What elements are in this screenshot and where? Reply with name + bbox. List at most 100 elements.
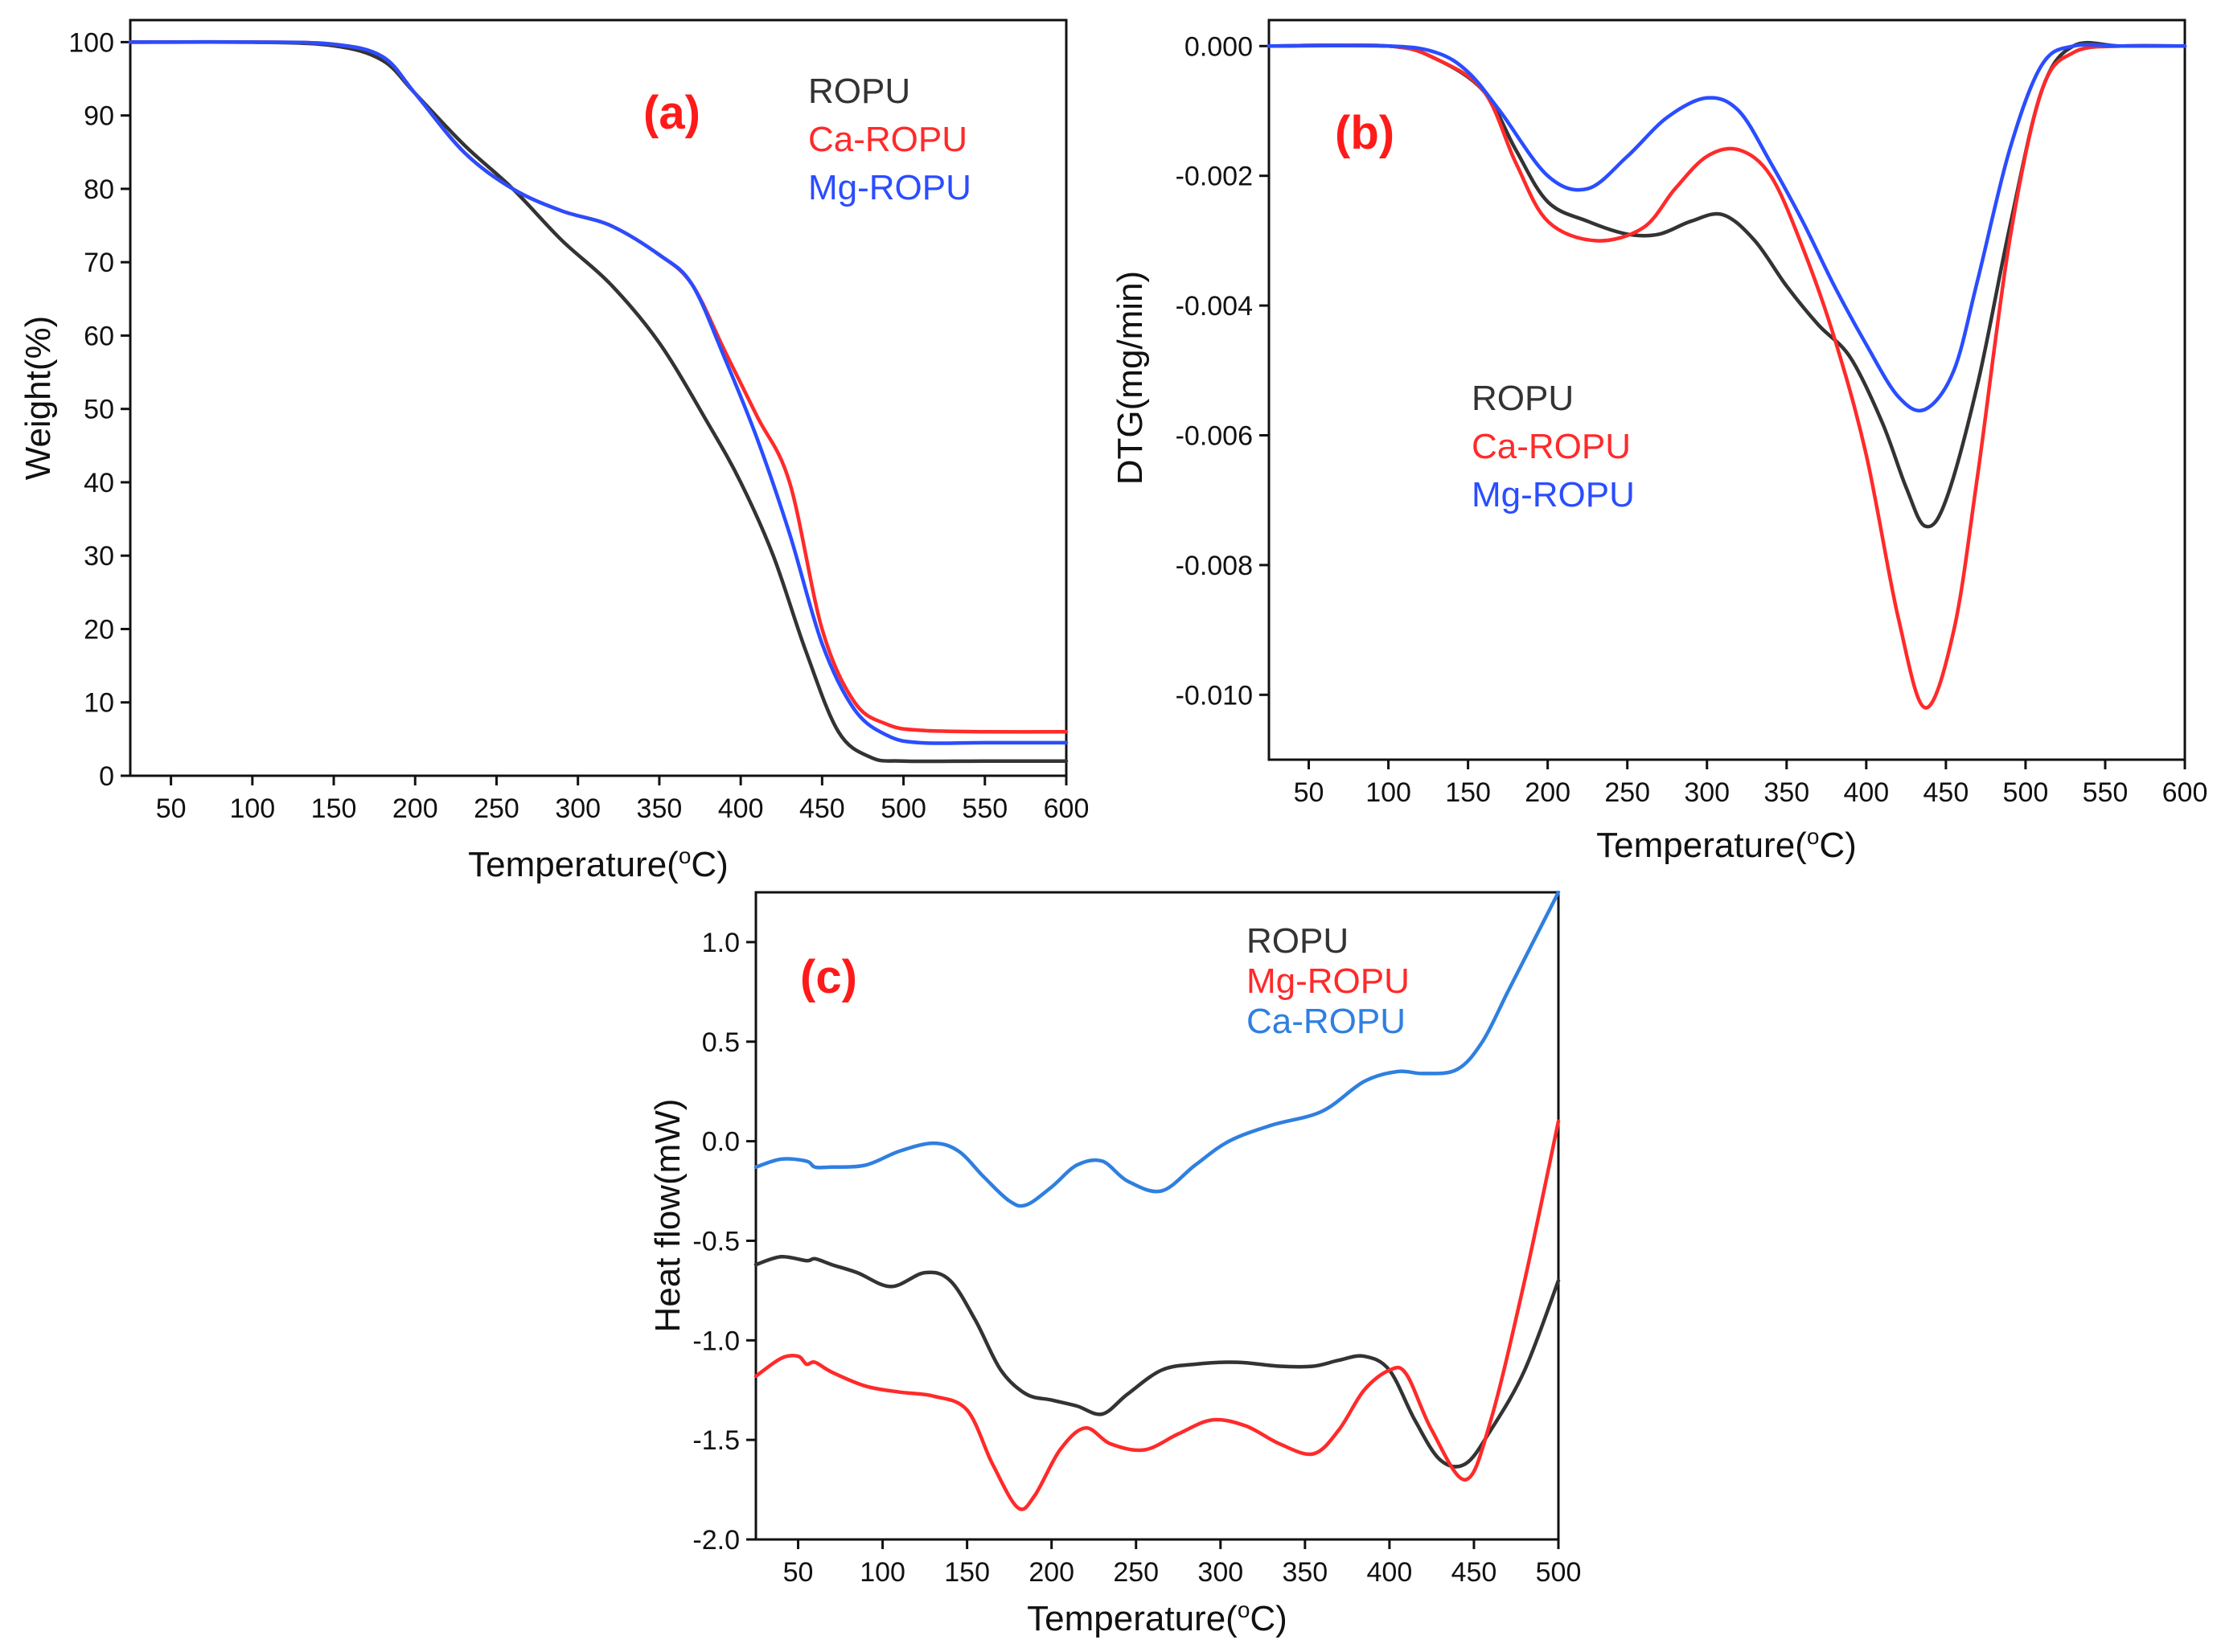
y-tick-label-b-2: -0.004 (1176, 291, 1253, 322)
plot-frame-b (1267, 18, 2186, 761)
x-tick-label-c-400: 400 (1367, 1557, 1413, 1588)
x-tick-label-a-350: 350 (637, 793, 683, 824)
x-tick-label-c-150: 150 (944, 1557, 990, 1588)
series-line-mg-ropu-b (1267, 43, 2187, 413)
legend-entry-ropu-a: ROPU (808, 72, 910, 111)
series-b (1267, 40, 2187, 710)
x-axis-label-a-degree: o (679, 843, 692, 868)
y-tick-label-b-0: 0.000 (1184, 31, 1253, 62)
x-tick-label-a-400: 400 (718, 793, 764, 824)
y-tick-label-c-5: -1.5 (692, 1425, 740, 1456)
plot-frame-a (129, 18, 1068, 777)
panel-label-c: (c) (800, 951, 857, 1003)
y-tick-label-c-4: -1.0 (692, 1326, 740, 1356)
x-tick-label-c-200: 200 (1028, 1557, 1074, 1588)
x-tick-label-b-600: 600 (2162, 777, 2208, 808)
legend-entry-ropu-c: ROPU (1246, 921, 1349, 961)
x-tick-label-a-450: 450 (799, 793, 845, 824)
x-tick-label-a-300: 300 (555, 793, 601, 824)
y-tick-label-c-2: 0.0 (702, 1127, 740, 1158)
x-tick-label-a-500: 500 (881, 793, 926, 824)
x-axis-label-c: Temperature(oC) (1027, 1597, 1287, 1638)
series-line-ca-ropu-b (1267, 43, 2187, 710)
y-tick-label-b-4: -0.008 (1176, 551, 1253, 581)
x-tick-label-c-450: 450 (1451, 1557, 1497, 1588)
x-tick-label-c-300: 300 (1197, 1557, 1243, 1588)
y-tick-label-a-8: 80 (84, 174, 114, 205)
series-a (128, 39, 1069, 764)
series-c (753, 890, 1561, 1511)
x-tick-label-b-100: 100 (1365, 777, 1411, 808)
series-line-mg-ropu-c (753, 1119, 1561, 1511)
y-tick-label-a-6: 60 (84, 321, 114, 351)
series-line-ca-ropu-c (753, 890, 1561, 1208)
axes-b: 50 100 150 200 250 300 350 400 450 500 550 600 0.000… (1176, 31, 2208, 808)
x-tick-label-b-250: 250 (1604, 777, 1650, 808)
chart-panel-c: 50 100 150 200 250 300 350 400 450 500 1.0 0.5 0.0 -0… (648, 890, 1581, 1638)
y-tick-label-a-9: 90 (84, 101, 114, 132)
y-tick-label-b-1: -0.002 (1176, 162, 1253, 192)
x-axis-label-a: Temperature(oC) (468, 843, 729, 884)
x-tick-label-c-500: 500 (1536, 1557, 1582, 1588)
x-tick-label-b-200: 200 (1525, 777, 1570, 808)
x-tick-label-a-250: 250 (474, 793, 519, 824)
plot-frame-c (754, 891, 1560, 1541)
x-axis-label-c-part1: Temperature( (1027, 1599, 1238, 1638)
x-tick-label-b-350: 350 (1763, 777, 1809, 808)
y-axis-label-a: Weight(%) (18, 316, 58, 481)
legend-entry-mg-ropu-c: Mg-ROPU (1246, 961, 1410, 1001)
x-tick-label-c-100: 100 (860, 1557, 905, 1588)
x-tick-label-b-50: 50 (1294, 777, 1324, 808)
x-tick-label-b-500: 500 (2003, 777, 2049, 808)
x-tick-label-a-600: 600 (1044, 793, 1090, 824)
legend-entry-ropu-b: ROPU (1472, 379, 1574, 418)
x-tick-label-c-250: 250 (1113, 1557, 1159, 1588)
series-line-ropu-c (753, 1255, 1561, 1469)
y-axis-label-c: Heat flow(mW) (648, 1099, 688, 1333)
y-tick-label-b-3: -0.006 (1176, 420, 1253, 451)
y-tick-label-a-0: 0 (99, 761, 114, 792)
x-axis-label-c-degree: o (1238, 1597, 1250, 1622)
y-tick-label-a-5: 50 (84, 395, 114, 425)
y-tick-label-c-6: -2.0 (692, 1525, 740, 1556)
series-line-ropu-a (128, 39, 1069, 764)
y-tick-label-c-1: 0.5 (702, 1027, 740, 1058)
x-axis-label-b-part1: Temperature( (1596, 826, 1807, 865)
legend-entry-mg-ropu-a: Mg-ROPU (808, 168, 971, 207)
axes-a: 50 100 150 200 250 300 350 400 450 500 550 600 0 10 20… (68, 27, 1089, 824)
y-tick-label-a-3: 30 (84, 541, 114, 572)
y-tick-label-a-2: 20 (84, 614, 114, 645)
y-tick-label-c-3: -0.5 (692, 1226, 740, 1256)
legend-entry-mg-ropu-b: Mg-ROPU (1472, 475, 1635, 514)
y-tick-label-a-10: 100 (68, 27, 114, 58)
x-axis-label-c-part2: C) (1250, 1599, 1287, 1638)
x-tick-label-a-100: 100 (229, 793, 275, 824)
x-tick-label-c-50: 50 (783, 1557, 814, 1588)
y-tick-label-c-0: 1.0 (702, 928, 740, 958)
legend-entry-ca-ropu-c: Ca-ROPU (1246, 1002, 1406, 1041)
x-tick-label-c-350: 350 (1282, 1557, 1328, 1588)
x-axis-label-a-part1: Temperature( (468, 845, 679, 884)
legend-entry-ca-ropu-a: Ca-ROPU (808, 120, 967, 159)
y-tick-label-a-4: 40 (84, 468, 114, 498)
x-axis-label-b-part2: C) (1819, 826, 1856, 865)
axes-c: 50 100 150 200 250 300 350 400 450 500 1.0 0.5 0.0 -0… (692, 928, 1581, 1588)
x-tick-label-b-550: 550 (2083, 777, 2129, 808)
x-tick-label-b-150: 150 (1445, 777, 1491, 808)
chart-panel-b: 50 100 150 200 250 300 350 400 450 500 550 600 0.000… (1111, 18, 2208, 865)
x-tick-label-a-50: 50 (156, 793, 187, 824)
panel-label-b: (b) (1335, 107, 1394, 159)
x-axis-label-b: Temperature(oC) (1596, 824, 1857, 865)
x-tick-label-a-200: 200 (392, 793, 438, 824)
x-tick-label-b-300: 300 (1684, 777, 1730, 808)
y-axis-label-b: DTG(mg/min) (1111, 271, 1150, 485)
y-tick-label-b-5: -0.010 (1176, 680, 1253, 711)
x-tick-label-a-150: 150 (311, 793, 357, 824)
y-tick-label-a-7: 70 (84, 248, 114, 278)
x-axis-label-a-part2: C) (691, 845, 728, 884)
y-tick-label-a-1: 10 (84, 688, 114, 719)
chart-panel-a: 50 100 150 200 250 300 350 400 450 500 550 600 0 10 20… (18, 18, 1089, 884)
x-tick-label-b-450: 450 (1923, 777, 1969, 808)
legend-entry-ca-ropu-b: Ca-ROPU (1472, 427, 1631, 466)
